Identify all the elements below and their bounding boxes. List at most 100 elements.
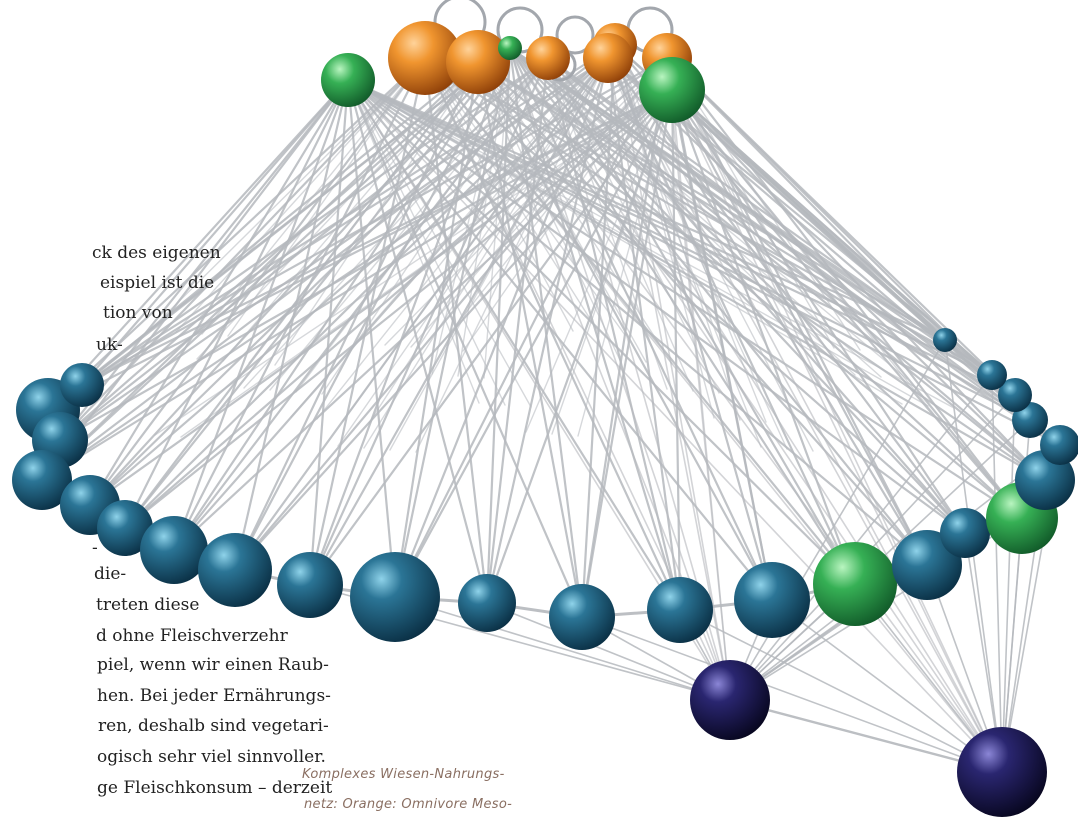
- food-web-node-teal: [1012, 402, 1048, 438]
- food-web-link: [346, 78, 774, 602]
- food-web-link: [346, 78, 397, 599]
- food-web-nodes-front: [12, 328, 1078, 817]
- body-text-line: ge Fleischkonsum – derzeit: [97, 778, 333, 798]
- food-web-node-teal: [277, 552, 343, 618]
- body-text-line: treten diese: [96, 595, 200, 615]
- food-web-link: [274, 61, 479, 366]
- food-web-link: [666, 57, 1003, 773]
- food-web-link: [46, 88, 674, 412]
- body-text-line: die-: [94, 564, 127, 584]
- food-web-link: [389, 57, 609, 451]
- food-web-link: [508, 46, 584, 619]
- food-web-node-orange: [388, 21, 462, 95]
- food-web-link: [316, 44, 616, 420]
- food-web-node-teal: [12, 450, 72, 510]
- food-web-link: [547, 57, 668, 390]
- food-web-link: [485, 56, 550, 605]
- food-web-link: [346, 78, 1032, 422]
- body-text-line: tion von: [103, 303, 173, 323]
- food-web-node-teal: [892, 530, 962, 600]
- body-text-line: eispiel ist die: [100, 273, 215, 293]
- food-web-link: [347, 79, 506, 406]
- food-web-link: [363, 57, 609, 449]
- food-web-node-teal: [1040, 425, 1078, 465]
- food-web-link: [477, 61, 673, 365]
- food-web-node-teal: [350, 552, 440, 642]
- food-web-link: [606, 56, 967, 535]
- food-web-link: [551, 89, 673, 435]
- food-web-link: [175, 57, 426, 333]
- food-web-link: [346, 78, 994, 377]
- food-web-node-teal: [734, 562, 810, 638]
- food-web-link: [347, 79, 532, 408]
- food-web-link: [346, 78, 929, 567]
- food-web-node-teal: [940, 508, 990, 558]
- food-web-node-green: [813, 542, 897, 626]
- food-web-link: [485, 88, 674, 605]
- body-text-line: uk-: [96, 335, 123, 355]
- food-web-link: [670, 88, 857, 586]
- food-web-link: [347, 79, 480, 404]
- food-web-link: [509, 47, 908, 380]
- food-web-link: [346, 78, 489, 605]
- food-web-link: [509, 47, 1003, 773]
- food-web-link: [991, 374, 1003, 773]
- food-web-link: [670, 88, 682, 612]
- body-text-line: ck des eigenen: [92, 243, 221, 263]
- food-web-link: [201, 57, 426, 335]
- food-web-node-teal: [998, 378, 1032, 412]
- food-web-link: [233, 88, 674, 572]
- food-web-link: [525, 89, 673, 433]
- food-web-node-teal: [977, 360, 1007, 390]
- food-web-node-orange: [583, 33, 633, 83]
- food-web-node-teal: [458, 574, 516, 632]
- food-web-link: [393, 88, 674, 599]
- food-web-node-teal: [198, 533, 272, 607]
- food-web-link: [729, 374, 993, 701]
- food-web-link: [346, 78, 947, 342]
- food-web-link: [614, 44, 715, 419]
- food-web-link: [394, 596, 731, 701]
- food-web-link: [149, 57, 426, 331]
- food-web-link: [180, 89, 673, 438]
- body-text-line: -: [92, 538, 98, 558]
- food-web-node-teal: [140, 516, 208, 584]
- food-web-link: [436, 57, 668, 350]
- food-web-link: [172, 78, 350, 552]
- food-web-link: [347, 79, 929, 407]
- food-web-link: [40, 78, 350, 482]
- food-web-link: [308, 88, 674, 587]
- food-web-node-green: [639, 57, 705, 123]
- food-web-node-teal: [97, 500, 153, 556]
- food-web-link: [424, 57, 626, 336]
- food-web-links-back: [40, 0, 1062, 773]
- food-web-link: [40, 88, 674, 482]
- food-web-link: [347, 79, 903, 405]
- food-web-link: [729, 339, 946, 701]
- food-web-node-teal: [60, 363, 104, 407]
- body-text-line: ogisch sehr viel sinnvoller.: [97, 747, 326, 767]
- body-text-line: piel, wenn wir einen Raub-: [97, 655, 329, 675]
- food-web-link: [415, 57, 609, 453]
- food-web-link: [342, 44, 616, 422]
- food-web-link: [346, 78, 1017, 397]
- food-web-link: [614, 44, 741, 421]
- food-web-link: [477, 61, 647, 363]
- food-web-link: [679, 609, 1003, 773]
- food-web-link: [347, 79, 1003, 773]
- food-web-node-orange: [526, 36, 570, 80]
- food-web-node-green: [498, 36, 522, 60]
- food-web-link: [88, 78, 350, 507]
- food-web-link: [368, 44, 616, 424]
- food-web-link: [508, 46, 1032, 422]
- food-web-node-navy: [957, 727, 1047, 817]
- food-web-nodes-back: [321, 21, 705, 123]
- food-web-link: [80, 78, 350, 387]
- food-web-link: [671, 89, 1003, 773]
- food-web-link: [546, 56, 857, 586]
- food-web-link: [222, 61, 479, 362]
- food-web-link: [670, 88, 774, 602]
- food-web-link: [154, 89, 673, 436]
- food-web-node-teal: [549, 584, 615, 650]
